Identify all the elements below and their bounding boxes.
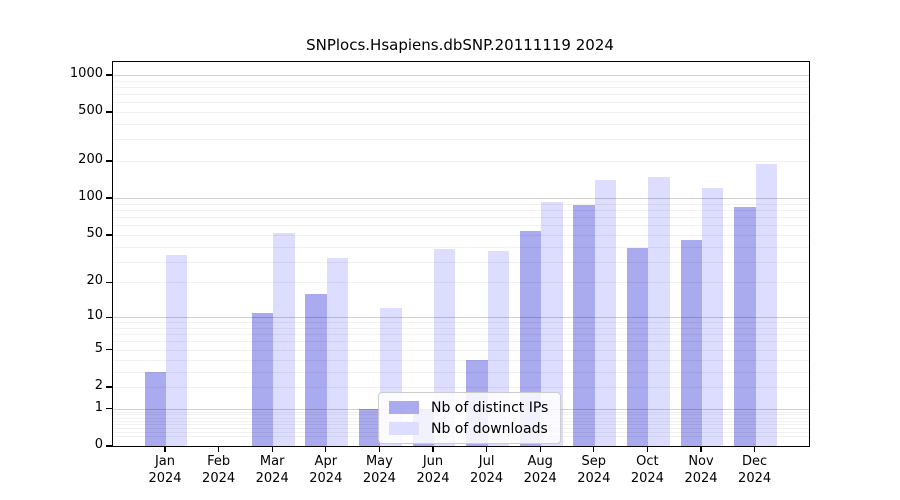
y-tick-mark bbox=[106, 386, 112, 388]
y-tick-label: 0 bbox=[94, 437, 103, 452]
x-tick-mark bbox=[378, 446, 381, 452]
x-tick-mark bbox=[646, 446, 649, 452]
x-tick-label-may: May 2024 bbox=[347, 453, 411, 487]
plot-area bbox=[112, 61, 810, 447]
y-tick-mark bbox=[106, 445, 112, 447]
y-tick-mark bbox=[106, 197, 112, 199]
x-tick-mark bbox=[164, 446, 166, 452]
bar-apr-distinct-ips bbox=[305, 293, 327, 446]
x-tick-year: 2024 bbox=[202, 471, 236, 486]
y-tick-mark bbox=[106, 160, 112, 162]
x-tick-mark bbox=[217, 446, 220, 452]
y-tick-label: 10 bbox=[86, 308, 103, 324]
x-tick-label-sep: Sep 2024 bbox=[562, 453, 626, 487]
legend-swatch-distinct-ips bbox=[389, 401, 419, 414]
y-tick-label: 20 bbox=[86, 273, 103, 289]
x-tick-year: 2024 bbox=[738, 471, 772, 486]
bar-sep-downloads bbox=[594, 180, 617, 446]
legend-label-distinct-ips: Nb of distinct IPs bbox=[431, 399, 549, 416]
bar-oct-downloads bbox=[648, 176, 670, 446]
x-tick-mark bbox=[271, 446, 273, 452]
x-tick-mark bbox=[539, 446, 541, 452]
x-tick-year: 2024 bbox=[684, 471, 718, 486]
x-tick-year: 2024 bbox=[255, 471, 289, 486]
y-tick-mark bbox=[106, 111, 112, 113]
chart-title: SNPlocs.Hsapiens.dbSNP.20111119 2024 bbox=[306, 36, 614, 54]
bar-nov-downloads bbox=[702, 188, 724, 446]
y-tick-label: 200 bbox=[78, 152, 103, 168]
x-tick-mark bbox=[753, 446, 756, 452]
x-tick-year: 2024 bbox=[523, 471, 557, 486]
x-tick-label-oct: Oct 2024 bbox=[615, 453, 679, 487]
x-tick-mark bbox=[700, 446, 702, 452]
y-tick-label: 2 bbox=[94, 377, 103, 393]
bar-jan-downloads bbox=[166, 255, 188, 446]
x-tick-year: 2024 bbox=[630, 471, 664, 486]
y-tick-mark bbox=[106, 281, 112, 284]
bar-dec-downloads bbox=[755, 163, 777, 446]
x-tick-label-feb: Feb 2024 bbox=[187, 453, 251, 487]
bar-oct-distinct-ips bbox=[627, 247, 649, 446]
bar-aug-downloads bbox=[541, 201, 563, 446]
x-tick-mark bbox=[325, 446, 327, 452]
y-tick-label: 500 bbox=[78, 103, 103, 119]
legend: Nb of distinct IPs Nb of downloads bbox=[378, 392, 562, 444]
bar-mar-downloads bbox=[273, 232, 295, 446]
x-tick-year: 2024 bbox=[148, 471, 182, 486]
x-tick-label-jan: Jan 2024 bbox=[133, 453, 197, 487]
x-tick-label-jul: Jul 2024 bbox=[455, 453, 519, 487]
bar-mar-distinct-ips bbox=[251, 312, 274, 446]
x-tick-label-dec: Dec 2024 bbox=[723, 453, 787, 487]
y-tick-label: 1 bbox=[94, 399, 103, 415]
legend-swatch-downloads bbox=[389, 422, 419, 435]
x-tick-mark bbox=[593, 446, 595, 452]
legend-label-downloads: Nb of downloads bbox=[431, 420, 548, 437]
x-tick-year: 2024 bbox=[362, 471, 396, 486]
bar-dec-distinct-ips bbox=[734, 207, 756, 446]
y-tick-label: 100 bbox=[78, 189, 103, 205]
x-tick-year: 2024 bbox=[309, 471, 343, 486]
legend-item-downloads: Nb of downloads bbox=[389, 419, 548, 438]
y-tick-label: 1000 bbox=[69, 65, 103, 81]
x-tick-label-apr: Apr 2024 bbox=[294, 453, 358, 487]
bar-sep-distinct-ips bbox=[573, 204, 595, 446]
x-tick-label-mar: Mar 2024 bbox=[240, 453, 304, 487]
x-tick-mark bbox=[432, 446, 434, 452]
x-tick-label-nov: Nov 2024 bbox=[669, 453, 733, 487]
y-tick-label: 50 bbox=[86, 225, 103, 241]
bar-apr-downloads bbox=[326, 258, 349, 446]
x-tick-year: 2024 bbox=[416, 471, 450, 486]
x-tick-label-jun: Jun 2024 bbox=[401, 453, 465, 487]
y-tick-mark bbox=[106, 234, 112, 236]
bar-jan-distinct-ips bbox=[144, 371, 166, 446]
y-tick-mark bbox=[106, 74, 112, 76]
bar-nov-distinct-ips bbox=[680, 240, 702, 446]
y-tick-mark bbox=[106, 408, 112, 410]
bar-may-distinct-ips bbox=[359, 408, 381, 446]
x-tick-mark bbox=[485, 446, 488, 452]
bars-layer bbox=[113, 62, 809, 446]
legend-item-distinct-ips: Nb of distinct IPs bbox=[389, 398, 548, 417]
y-tick-mark bbox=[106, 349, 112, 351]
x-tick-year: 2024 bbox=[470, 471, 504, 486]
y-tick-label: 5 bbox=[94, 340, 103, 356]
x-tick-label-aug: Aug 2024 bbox=[508, 453, 572, 487]
y-tick-mark bbox=[106, 316, 112, 318]
x-tick-year: 2024 bbox=[577, 471, 611, 486]
